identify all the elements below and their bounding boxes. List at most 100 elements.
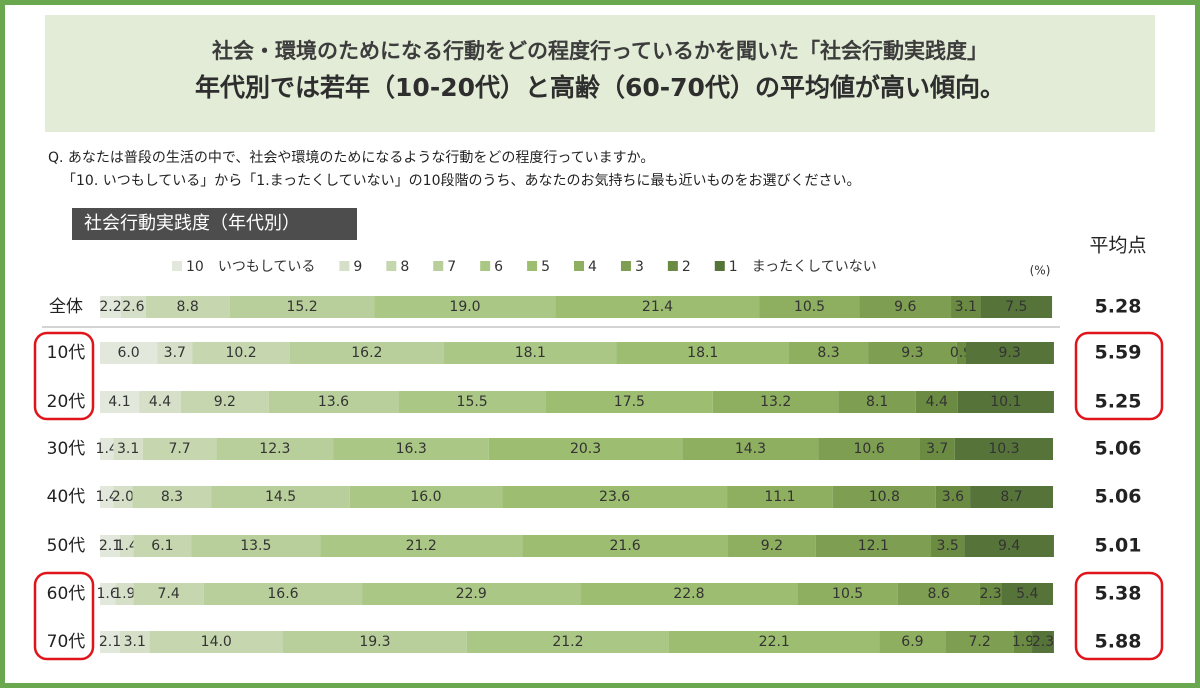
value-label: 21.2 <box>406 538 437 554</box>
value-label: 8.3 <box>817 345 839 361</box>
value-label: 21.4 <box>642 299 673 315</box>
value-label: 10.5 <box>794 299 825 315</box>
bar-segment <box>546 391 713 413</box>
bar-segment <box>1001 583 1053 605</box>
highlight <box>1074 571 1164 661</box>
unit: (%) <box>1030 264 1051 278</box>
legend-label: 2 <box>682 259 691 275</box>
average-header: 平均点 <box>1089 235 1146 257</box>
bar-segment <box>211 486 350 508</box>
value-label: 3.7 <box>164 345 186 361</box>
legend-swatch <box>433 261 444 271</box>
highlight <box>33 571 95 661</box>
bar-segment <box>980 296 1053 318</box>
header-box <box>45 15 1155 132</box>
value-label: 9.6 <box>894 299 916 315</box>
value-label: 9.3 <box>999 345 1021 361</box>
bar-segment <box>712 391 839 413</box>
legend-swatch <box>574 261 585 271</box>
value-label: 8.1 <box>866 394 888 410</box>
average-value: 5.01 <box>1095 535 1142 557</box>
value-label: 3.7 <box>926 441 948 457</box>
bar-segment <box>897 583 980 605</box>
category-label: 20代 <box>47 392 86 412</box>
bar-segment <box>1013 631 1033 653</box>
legend-swatch <box>172 261 182 271</box>
bar-segment <box>789 342 869 364</box>
value-label: 4.4 <box>149 394 171 410</box>
bar-segment <box>728 535 816 557</box>
bar-segment <box>100 583 116 605</box>
question: Q. あなたは普段の生活の中で、社会や環境のためになるような行動をどの程度行って… <box>48 150 654 166</box>
legend-swatch <box>527 261 538 271</box>
bar-segment <box>616 342 790 364</box>
value-label: 10.5 <box>832 586 863 602</box>
bar-segment <box>935 486 971 508</box>
legend-label: 5 <box>541 259 550 275</box>
legend-swatch <box>386 261 397 271</box>
average-value: 5.38 <box>1095 583 1142 605</box>
bar-segment <box>931 535 965 557</box>
value-label: 10.2 <box>225 345 256 361</box>
highlight <box>33 331 95 421</box>
bar-segment <box>229 296 375 318</box>
bar-segment <box>945 631 1014 653</box>
value-label: 18.1 <box>687 345 718 361</box>
legend-label: 6 <box>494 259 503 275</box>
legend-label: 1 まったくしていない <box>729 259 877 275</box>
bar-segment <box>362 583 581 605</box>
value-label: 8.6 <box>928 586 950 602</box>
bar-segment <box>115 583 134 605</box>
bar-segment <box>133 583 204 605</box>
value-label: 10.1 <box>990 394 1021 410</box>
value-label: 23.6 <box>599 489 630 505</box>
value-label: 18.1 <box>515 345 546 361</box>
value-label: 3.1 <box>955 299 977 315</box>
bar-segment <box>113 486 133 508</box>
category-label: 50代 <box>47 536 86 556</box>
legend-swatch <box>480 261 491 271</box>
bar-segment <box>832 486 936 508</box>
value-label: 7.4 <box>157 586 179 602</box>
category-label: 全体 <box>49 297 83 317</box>
bar-segment <box>1032 631 1054 653</box>
value-label: 17.5 <box>614 394 645 410</box>
legend-label: 9 <box>353 259 362 275</box>
value-label: 8.3 <box>161 489 183 505</box>
bar-segment <box>522 535 729 557</box>
bar-segment <box>132 486 212 508</box>
bar-segment <box>956 342 966 364</box>
bar-segment <box>727 486 833 508</box>
legend-swatch <box>714 261 725 271</box>
bar-segment <box>120 631 150 653</box>
value-label: 10.8 <box>869 489 900 505</box>
value-label: 2.1 <box>99 634 121 650</box>
bar-segment <box>139 391 182 413</box>
bar-segment <box>145 296 230 318</box>
bar-segment <box>120 535 134 557</box>
average-value: 5.06 <box>1095 438 1142 460</box>
value-label: 15.2 <box>286 299 317 315</box>
bar-segment <box>142 438 217 460</box>
bar-segment <box>100 535 121 557</box>
value-label: 9.4 <box>998 538 1020 554</box>
bar-segment <box>466 631 669 653</box>
value-label: 9.2 <box>214 394 236 410</box>
bar-segment <box>398 391 547 413</box>
value-label: 3.5 <box>937 538 959 554</box>
value-label: 2.6 <box>122 299 144 315</box>
value-label: 14.3 <box>735 441 766 457</box>
bar-segment <box>868 342 957 364</box>
bar-segment <box>818 438 920 460</box>
chart-label: 社会行動実践度（年代別） <box>84 213 300 234</box>
value-label: 3.1 <box>117 441 139 457</box>
legend-swatch <box>667 261 678 271</box>
average-value: 5.25 <box>1095 391 1142 413</box>
highlight <box>1074 331 1164 421</box>
bar-segment <box>100 342 158 364</box>
bar-segment <box>133 535 192 557</box>
bar-segment <box>915 391 958 413</box>
bar-segment <box>815 535 932 557</box>
value-label: 4.4 <box>926 394 948 410</box>
